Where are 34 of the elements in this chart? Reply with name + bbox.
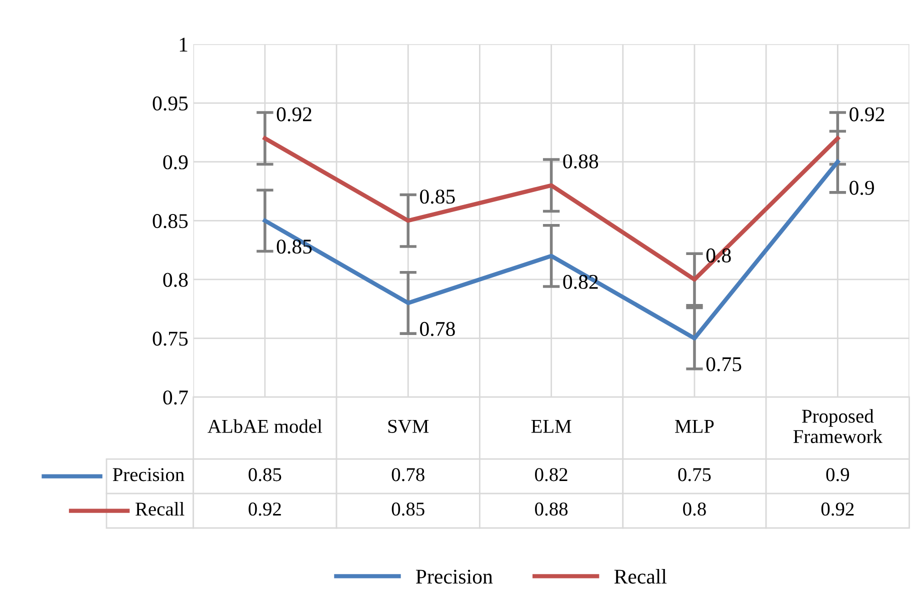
y-tick-label: 0.95 [152,96,188,111]
annotation: 0.85 [420,190,455,204]
y-tick-label: 0.7 [163,390,188,405]
x-tick-label: SVM [388,420,429,434]
annotation: 0.9 [850,180,874,195]
legend-label: Recall [136,502,184,516]
y-tick-label: 1 [180,38,188,52]
annotation: 0.92 [276,107,312,122]
text: Recall [614,569,667,584]
data-label: 0.85 [248,468,282,482]
data-label: 0.9 [826,468,850,482]
data-label: 0.92 [248,502,281,516]
data-label: 0.82 [535,468,568,482]
x-tick-label: Proposed Framework [793,409,882,444]
annotation: 0.82 [563,274,598,290]
y-tick-label: 0.85 [152,214,188,228]
x-tick-label: MLP [675,420,714,433]
data-label: 0.88 [535,502,568,516]
data-label: 0.8 [683,502,706,516]
data-label: 0.92 [821,502,854,516]
data-label: 0.75 [678,468,711,482]
x-tick-label: ALbAE model [208,419,322,433]
text: Precision [416,570,493,584]
data-label: 0.78 [392,468,424,482]
annotation: 0.75 [706,357,742,372]
y-tick-label: 0.9 [163,155,188,170]
annotation: 0.88 [563,154,598,168]
data-label: 0.85 [392,502,424,516]
annotation: 0.78 [420,322,455,336]
x-tick-label: ELM [531,420,572,433]
y-tick-label: 0.75 [152,332,188,346]
legend-label: Precision [112,468,184,482]
annotation: 0.92 [850,107,884,122]
y-tick-label: 0.8 [163,272,188,287]
